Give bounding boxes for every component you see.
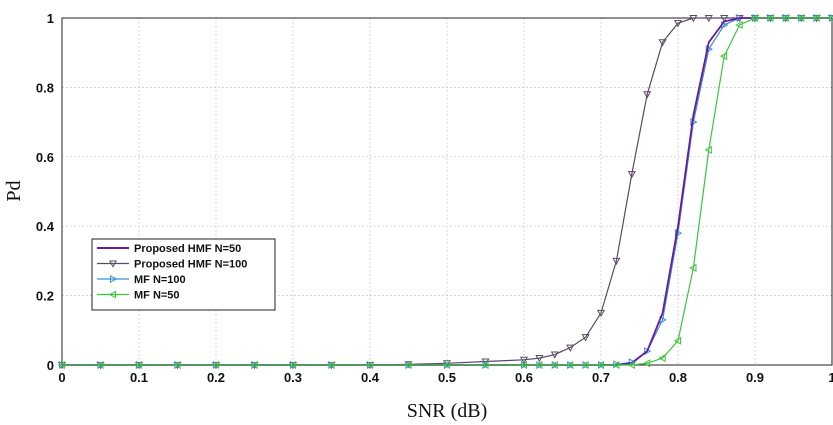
x-tick-label: 0.9 xyxy=(746,370,764,385)
legend-item: Proposed HMF N=50 xyxy=(97,243,241,255)
x-tick-label: 0.8 xyxy=(669,370,687,385)
data-point xyxy=(288,360,297,370)
data-point xyxy=(134,360,143,370)
data-point xyxy=(735,20,743,29)
data-point xyxy=(827,15,833,21)
y-axis-label: Pd xyxy=(3,180,25,201)
x-tick-label: 0.3 xyxy=(284,370,302,385)
x-tick-label: 1 xyxy=(828,370,833,385)
series-4 xyxy=(57,13,833,370)
data-point xyxy=(674,229,683,238)
tick-labels: 0 0.1 0.2 0.3 0.4 0.5 0.6 0.7 0.8 0.9 1 0 0.2 0.4 0.6 0… xyxy=(36,11,833,385)
x-tick-label: 0.5 xyxy=(438,370,456,385)
data-point xyxy=(750,13,759,23)
x-tick-label: 0 xyxy=(58,370,65,385)
legend-box xyxy=(91,238,276,311)
series-line xyxy=(62,17,832,366)
data-point xyxy=(519,360,528,370)
data-point xyxy=(658,39,667,47)
data-point xyxy=(704,145,712,154)
x-tick-label: 0.6 xyxy=(515,370,533,385)
legend: Proposed HMF N=50 Proposed HMF N=100 MF N=… xyxy=(91,238,276,311)
data-point xyxy=(781,13,789,23)
data-point xyxy=(720,14,729,23)
legend-item: MF N=100 xyxy=(97,274,186,286)
data-point xyxy=(211,360,220,370)
data-point xyxy=(327,360,335,370)
data-point xyxy=(535,355,544,363)
data-point xyxy=(481,360,489,370)
legend-label: MF N=50 xyxy=(134,290,180,302)
legend-marker xyxy=(108,290,117,299)
data-point xyxy=(673,20,683,28)
data-point xyxy=(627,171,636,179)
data-point xyxy=(442,360,451,370)
legend-item: Proposed HMF N=100 xyxy=(97,259,247,271)
data-point xyxy=(612,257,621,266)
data-point xyxy=(673,336,682,345)
series-2 xyxy=(57,14,833,370)
data-point xyxy=(612,360,620,370)
x-tick-label: 0.7 xyxy=(592,370,610,385)
data-point xyxy=(581,360,589,370)
data-point xyxy=(690,118,698,127)
y-tick-label: 0.8 xyxy=(36,80,54,95)
data-point xyxy=(627,360,635,370)
data-point xyxy=(404,360,412,370)
data-point xyxy=(596,360,605,370)
data-point xyxy=(766,13,774,23)
data-point xyxy=(643,91,652,99)
grid xyxy=(61,17,833,366)
data-point xyxy=(57,360,66,370)
legend-label: Proposed HMF N=100 xyxy=(134,259,247,271)
data-point xyxy=(96,360,104,370)
legend-label: Proposed HMF N=50 xyxy=(134,243,241,255)
data-point xyxy=(550,351,559,359)
data-point xyxy=(550,360,558,370)
x-tick-label: 0.1 xyxy=(130,370,148,385)
data-point xyxy=(796,13,805,23)
data-point xyxy=(596,309,606,318)
data-point xyxy=(565,360,574,370)
series-layer xyxy=(57,13,833,370)
y-tick-label: 0.2 xyxy=(36,289,54,304)
data-point xyxy=(535,360,543,370)
legend-label: MF N=100 xyxy=(134,274,186,286)
y-tick-label: 0.4 xyxy=(36,219,55,234)
data-point xyxy=(689,14,698,23)
legend-marker xyxy=(109,274,118,284)
data-point xyxy=(658,354,666,363)
y-tick-label: 0.6 xyxy=(36,150,54,165)
data-point xyxy=(173,360,181,370)
data-point xyxy=(365,360,374,370)
data-point xyxy=(519,356,529,365)
legend-item: MF N=50 xyxy=(97,290,180,302)
y-tick-label: 1 xyxy=(47,11,54,26)
data-point xyxy=(812,13,820,23)
data-point xyxy=(566,344,575,352)
data-point xyxy=(250,360,258,370)
data-point xyxy=(642,359,651,368)
data-point xyxy=(705,45,714,54)
series-3 xyxy=(58,13,833,370)
x-axis-label: SNR (dB) xyxy=(407,400,488,422)
x-tick-label: 0.4 xyxy=(361,370,380,385)
x-tick-label: 0.2 xyxy=(207,370,225,385)
data-point xyxy=(581,334,590,342)
y-tick-label: 0 xyxy=(47,358,54,373)
legend-marker xyxy=(108,260,118,268)
data-point xyxy=(719,52,728,61)
data-point xyxy=(704,14,713,23)
data-point xyxy=(689,263,697,272)
